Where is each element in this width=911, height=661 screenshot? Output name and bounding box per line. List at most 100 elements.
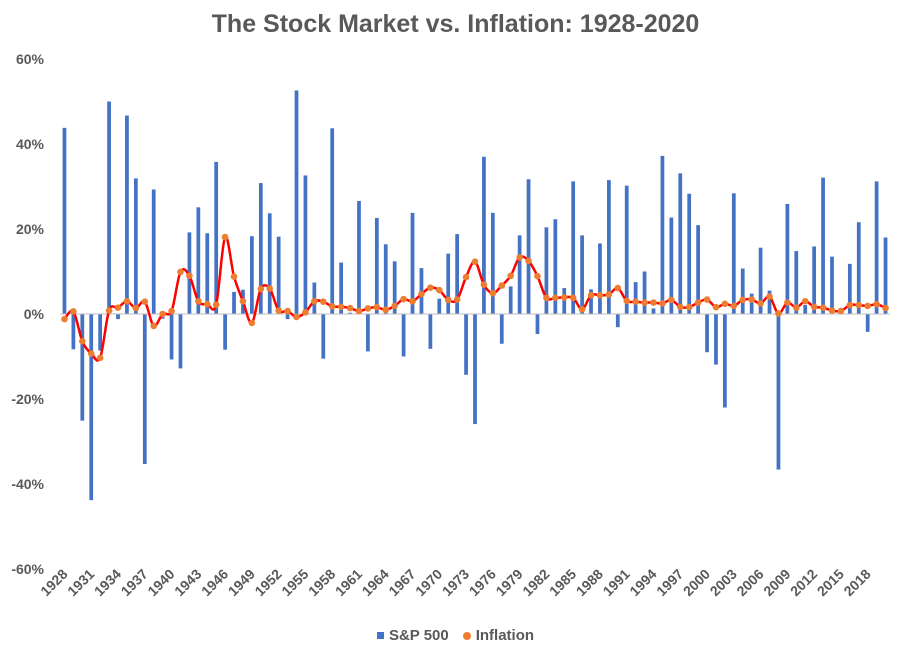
inflation-point-2018 <box>864 302 871 310</box>
inflation-point-1966 <box>400 295 407 303</box>
sp500-bar-1969 <box>428 314 433 349</box>
x-tick-label: 1964 <box>359 566 392 599</box>
y-tick-label: 60% <box>16 51 45 67</box>
inflation-point-1944 <box>203 300 211 308</box>
sp500-bar-1984 <box>562 288 567 314</box>
sp500-bar-1982 <box>544 227 549 314</box>
legend-swatch-inflation <box>462 631 471 640</box>
x-tick-label: 1955 <box>278 566 311 599</box>
inflation-point-2010 <box>792 304 800 311</box>
inflation-point-1951 <box>266 285 274 292</box>
x-tick-label: 2015 <box>814 566 847 599</box>
inflation-point-1942 <box>186 272 193 280</box>
sp500-bar-1995 <box>660 155 665 314</box>
inflation-point-2015 <box>837 307 845 315</box>
sp500-bar-1962 <box>366 314 370 352</box>
inflation-point-1994 <box>650 299 657 306</box>
sp500-bar-1972 <box>455 234 460 314</box>
sp500-bar-1960 <box>348 312 352 314</box>
sp500-bar-1951 <box>267 213 272 314</box>
inflation-point-2004 <box>739 296 747 304</box>
sp500-bar-1940 <box>169 314 174 360</box>
x-tick-label: 1997 <box>653 566 686 599</box>
inflation-point-1971 <box>444 296 452 304</box>
sp500-bar-1964 <box>383 244 388 314</box>
inflation-point-2005 <box>748 296 755 303</box>
inflation-point-1949 <box>248 319 256 327</box>
sp500-bar-2012 <box>812 246 817 314</box>
x-tick-label: 1946 <box>198 566 231 599</box>
sp500-bar-1987 <box>589 289 593 314</box>
inflation-point-1963 <box>373 303 381 311</box>
sp500-bar-2007 <box>767 290 772 314</box>
x-tick-label: 1952 <box>251 566 284 599</box>
inflation-point-1974 <box>471 258 479 266</box>
inflation-point-1985 <box>569 294 577 302</box>
sp500-bar-1990 <box>615 314 620 328</box>
inflation-point-1979 <box>516 254 523 261</box>
inflation-point-2012 <box>810 303 818 311</box>
inflation-point-2000 <box>703 296 711 303</box>
x-tick-label: 1967 <box>385 566 418 599</box>
x-tick-label: 1937 <box>118 566 151 599</box>
inflation-point-1930 <box>79 337 86 345</box>
inflation-point-1936 <box>132 304 140 312</box>
inflation-point-1948 <box>239 297 247 305</box>
sp500-bar-1947 <box>232 291 236 314</box>
sp500-bar-1955 <box>303 175 308 314</box>
x-tick-label: 2000 <box>680 566 713 599</box>
inflation-point-1972 <box>453 296 461 303</box>
x-tick-label: 1943 <box>171 566 204 599</box>
legend-item-inflation[interactable]: Inflation <box>462 627 534 644</box>
x-tick-label: 2006 <box>733 566 766 599</box>
inflation-point-1975 <box>480 281 488 288</box>
sp500-bar-1980 <box>526 179 531 314</box>
legend-swatch-sp500 <box>376 632 384 639</box>
sp500-bar-1961 <box>357 200 361 314</box>
inflation-point-1965 <box>391 302 398 310</box>
sp500-bar-1994 <box>651 308 656 314</box>
sp500-bar-1965 <box>392 261 397 314</box>
sp500-bar-1957 <box>321 314 326 359</box>
inflation-point-1957 <box>319 298 327 305</box>
sp500-bar-1954 <box>294 90 299 314</box>
inflation-point-1967 <box>409 297 416 305</box>
inflation-point-1934 <box>114 304 122 311</box>
inflation-point-1978 <box>507 272 514 280</box>
y-tick-label: -20% <box>11 391 44 407</box>
sp500-bar-2020 <box>883 237 888 314</box>
inflation-point-1952 <box>275 307 282 314</box>
inflation-point-1991 <box>623 297 631 305</box>
sp500-bar-1931 <box>89 314 94 501</box>
sp500-bar-2013 <box>821 177 825 314</box>
sp500-bar-1979 <box>517 235 522 314</box>
sp500-bar-1938 <box>151 189 156 314</box>
sp500-bar-2000 <box>705 314 709 353</box>
x-tick-label: 1991 <box>599 566 632 599</box>
inflation-point-1933 <box>105 307 113 314</box>
inflation-point-1973 <box>462 273 470 281</box>
inflation-point-1984 <box>560 294 568 301</box>
sp500-bar-1999 <box>696 225 700 314</box>
sp500-bar-2017 <box>856 222 861 314</box>
inflation-point-1931 <box>87 350 95 357</box>
sp500-bar-1946 <box>223 314 227 350</box>
inflation-point-1940 <box>168 307 175 315</box>
inflation-point-2017 <box>855 301 863 309</box>
inflation-point-2003 <box>730 302 738 310</box>
inflation-point-1997 <box>676 303 684 311</box>
sp500-bar-1970 <box>437 298 442 314</box>
sp500-bar-1985 <box>571 181 576 314</box>
sp500-bar-2006 <box>758 247 763 314</box>
sp500-bar-1992 <box>633 282 638 314</box>
inflation-point-1945 <box>212 301 220 308</box>
legend-item-sp500[interactable]: S&P 500 <box>376 627 449 644</box>
sp500-bar-2019 <box>874 181 879 314</box>
inflation-point-1993 <box>641 299 648 306</box>
inflation-point-1989 <box>605 291 613 298</box>
x-tick-label: 1949 <box>225 566 258 599</box>
inflation-point-1990 <box>614 284 622 292</box>
x-tick-label: 1982 <box>519 566 552 599</box>
x-tick-label: 1940 <box>144 566 177 599</box>
inflation-point-2008 <box>775 310 782 317</box>
